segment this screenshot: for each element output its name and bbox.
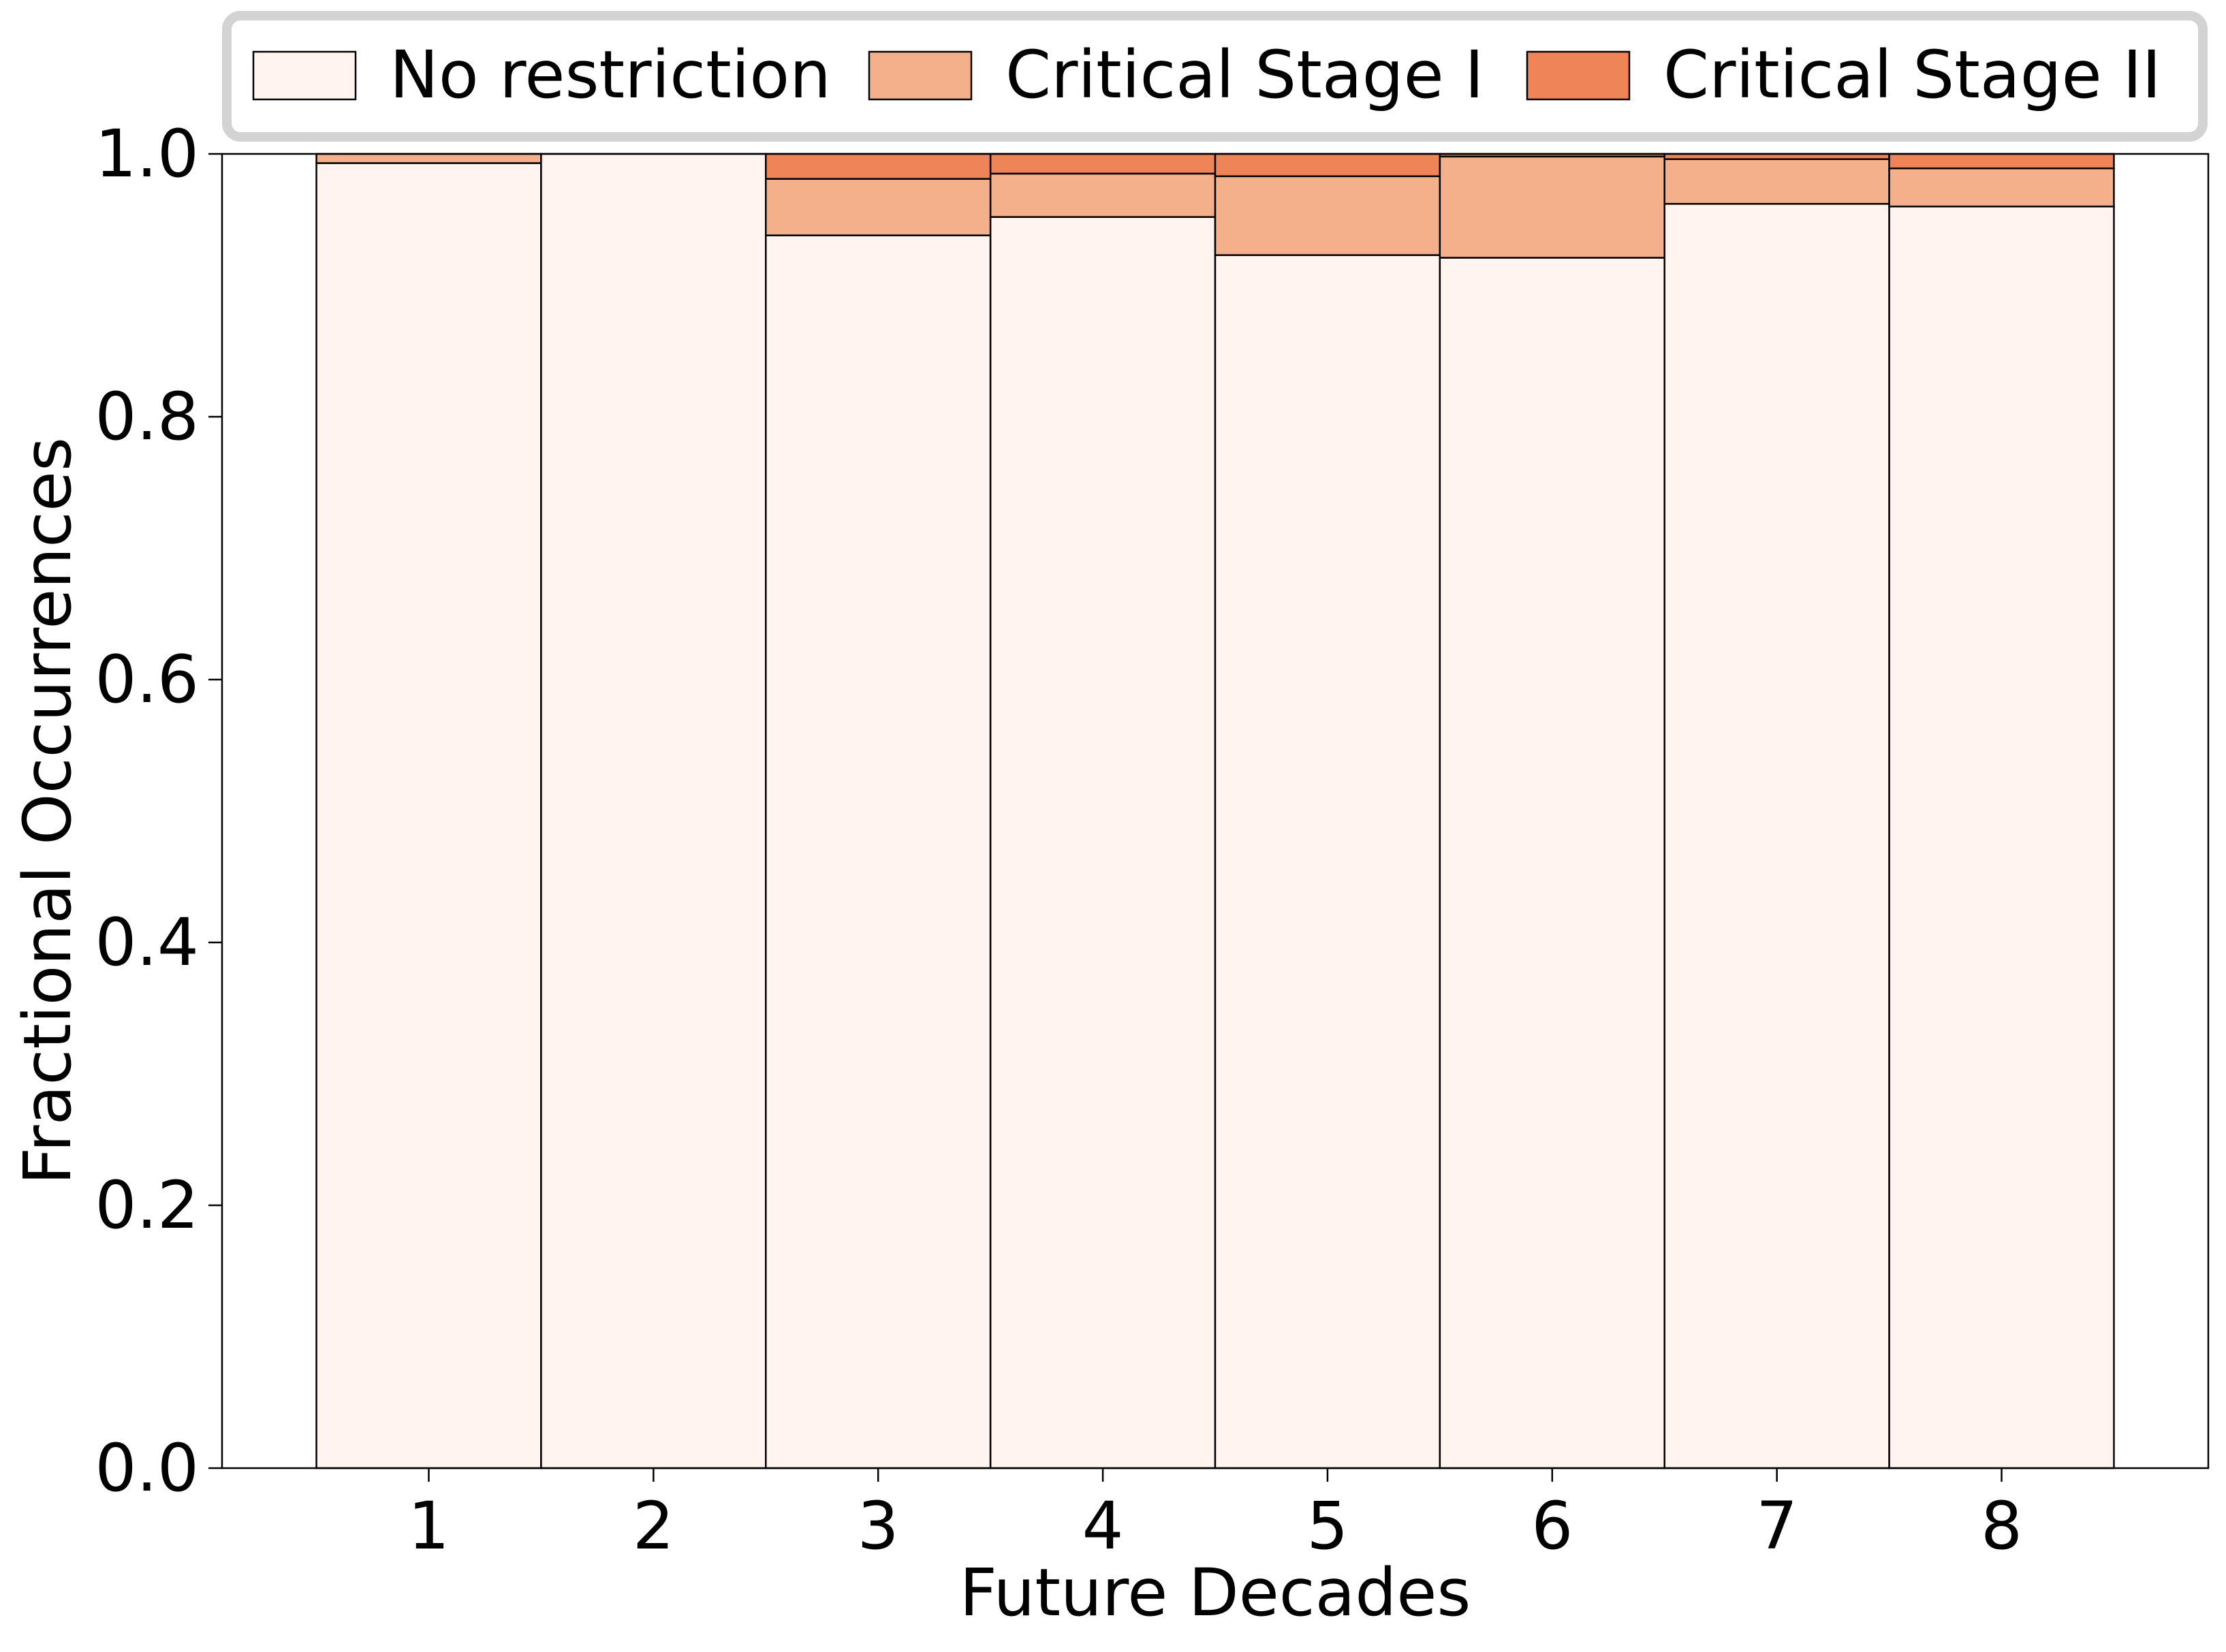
bar-segment (315, 162, 542, 1470)
bar-segment (1439, 257, 1665, 1470)
bar-segment (1663, 158, 1890, 205)
x-tick-label: 3 (858, 1488, 899, 1564)
bar-segment (315, 153, 542, 164)
x-tick-label: 1 (408, 1488, 450, 1564)
x-axis-label: Future Decades (960, 1555, 1471, 1631)
y-tick-label: 1.0 (95, 116, 199, 192)
x-tick-label: 5 (1306, 1488, 1348, 1564)
x-tick-label: 2 (633, 1488, 674, 1564)
plot-frame (221, 153, 2210, 1470)
legend-label: No restriction (390, 37, 831, 113)
x-tick-label: 6 (1531, 1488, 1573, 1564)
bar-segment (989, 172, 1217, 218)
bar-segment (1214, 254, 1441, 1470)
bar-segment (1888, 153, 2115, 170)
y-axis-label: Fractional Occurrences (10, 437, 86, 1185)
legend-swatch (1526, 50, 1631, 101)
x-axis: 1 2 3 4 5 6 7 8 (408, 1468, 2022, 1564)
y-tick-label: 0.0 (95, 1430, 199, 1506)
bar-segment (765, 178, 992, 236)
bar-segment (1663, 203, 1890, 1470)
x-tick-label: 7 (1756, 1488, 1798, 1564)
bar-segment (1439, 155, 1665, 259)
bar-segment (765, 153, 992, 180)
bar-segment (1214, 175, 1441, 256)
bar-segment (1214, 153, 1441, 178)
legend-label: Critical Stage I (1005, 37, 1484, 113)
y-tick-label: 0.6 (95, 641, 199, 718)
bar-segment (765, 234, 992, 1470)
bar-segment (989, 216, 1217, 1470)
x-tick-label: 8 (1981, 1488, 2022, 1564)
y-axis: 0.0 0.2 0.4 0.6 0.8 1.0 (95, 116, 222, 1506)
legend-frame (222, 11, 2208, 142)
bar-segment (1888, 205, 2115, 1470)
legend-swatch (868, 50, 973, 101)
y-tick-label: 0.4 (95, 904, 199, 981)
bars-layer (315, 153, 2115, 1470)
legend-swatch (252, 50, 357, 101)
legend-label: Critical Stage II (1663, 37, 2161, 113)
bar-segment (1888, 167, 2115, 208)
x-tick-label: 4 (1082, 1488, 1124, 1564)
y-tick-label: 0.8 (95, 379, 199, 455)
y-tick-label: 0.2 (95, 1167, 199, 1243)
bar-segment (540, 153, 767, 1470)
bar-segment (989, 153, 1217, 175)
legend: No restriction Critical Stage I Critical S… (222, 11, 2208, 142)
